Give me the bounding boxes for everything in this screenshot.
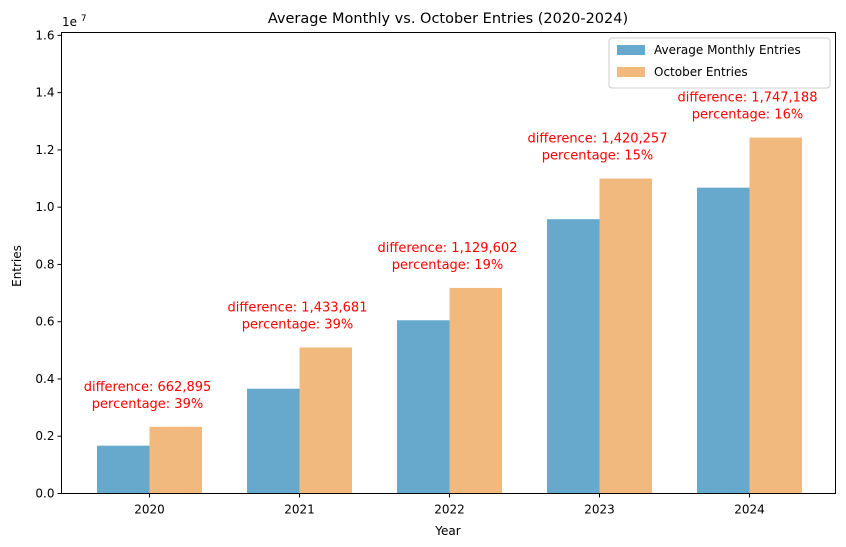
bar-average-monthly-2024 [697, 187, 750, 494]
y-offset-exp: 7 [81, 14, 87, 24]
legend: Average Monthly Entries October Entries [608, 37, 831, 89]
annotation-difference-2020: difference: 662,895 [84, 380, 212, 395]
y-tick-label-1: 0.2 [35, 429, 54, 443]
y-offset-base: 1e [62, 15, 77, 29]
annotation-difference-2023: difference: 1,420,257 [528, 132, 668, 147]
x-ticks: 2020 2021 2022 2023 2024 [134, 493, 765, 517]
x-tick-label-2023: 2023 [584, 503, 615, 517]
annotation-difference-2021: difference: 1,433,681 [228, 300, 368, 315]
bar-october-2024 [749, 137, 802, 494]
x-axis-label: Year [434, 524, 460, 538]
legend-swatch-average-monthly [617, 45, 645, 55]
chart-title: Average Monthly vs. October Entries (202… [268, 11, 628, 27]
bar-october-2020 [149, 426, 202, 494]
bar-october-2023 [599, 178, 652, 494]
x-tick-label-2021: 2021 [284, 503, 315, 517]
legend-label-average-monthly: Average Monthly Entries [654, 43, 801, 57]
x-tick-label-2022: 2022 [434, 503, 465, 517]
y-tick-label-0: 0.0 [35, 487, 54, 501]
bar-average-monthly-2022 [397, 320, 450, 494]
bar-average-monthly-2021 [247, 388, 300, 494]
bar-average-monthly-2020 [97, 445, 150, 494]
bars-layer [97, 137, 802, 494]
y-tick-label-4: 0.8 [35, 257, 54, 271]
annotations-layer: difference: 662,895 percentage: 39% differ… [84, 91, 818, 412]
y-tick-label-7: 1.4 [35, 86, 54, 100]
annotation-percentage-2023: percentage: 15% [542, 149, 653, 164]
y-tick-label-6: 1.2 [35, 143, 54, 157]
annotation-percentage-2022: percentage: 19% [392, 258, 503, 273]
legend-label-october: October Entries [654, 65, 748, 79]
annotation-percentage-2020: percentage: 39% [92, 397, 203, 412]
annotation-percentage-2021: percentage: 39% [242, 317, 353, 332]
annotation-difference-2024: difference: 1,747,188 [678, 91, 818, 106]
legend-box [608, 37, 831, 89]
y-ticks: 0.0 0.2 0.4 0.6 0.8 1.0 1.2 1.4 1.6 [35, 28, 62, 501]
x-tick-label-2024: 2024 [734, 503, 765, 517]
y-tick-label-8: 1.6 [35, 28, 54, 42]
bar-october-2021 [299, 347, 352, 494]
y-tick-label-5: 1.0 [35, 200, 54, 214]
plot-frame [61, 32, 836, 494]
annotation-percentage-2024: percentage: 16% [692, 108, 803, 123]
y-offset-text: 1e 7 [62, 14, 87, 29]
bar-october-2022 [449, 287, 502, 494]
y-axis-label: Entries [10, 245, 24, 287]
y-tick-label-3: 0.6 [35, 315, 54, 329]
y-tick-label-2: 0.4 [35, 372, 54, 386]
annotation-difference-2022: difference: 1,129,602 [378, 241, 518, 256]
x-tick-label-2020: 2020 [134, 503, 165, 517]
legend-swatch-october [617, 67, 645, 77]
bar-average-monthly-2023 [547, 219, 600, 494]
